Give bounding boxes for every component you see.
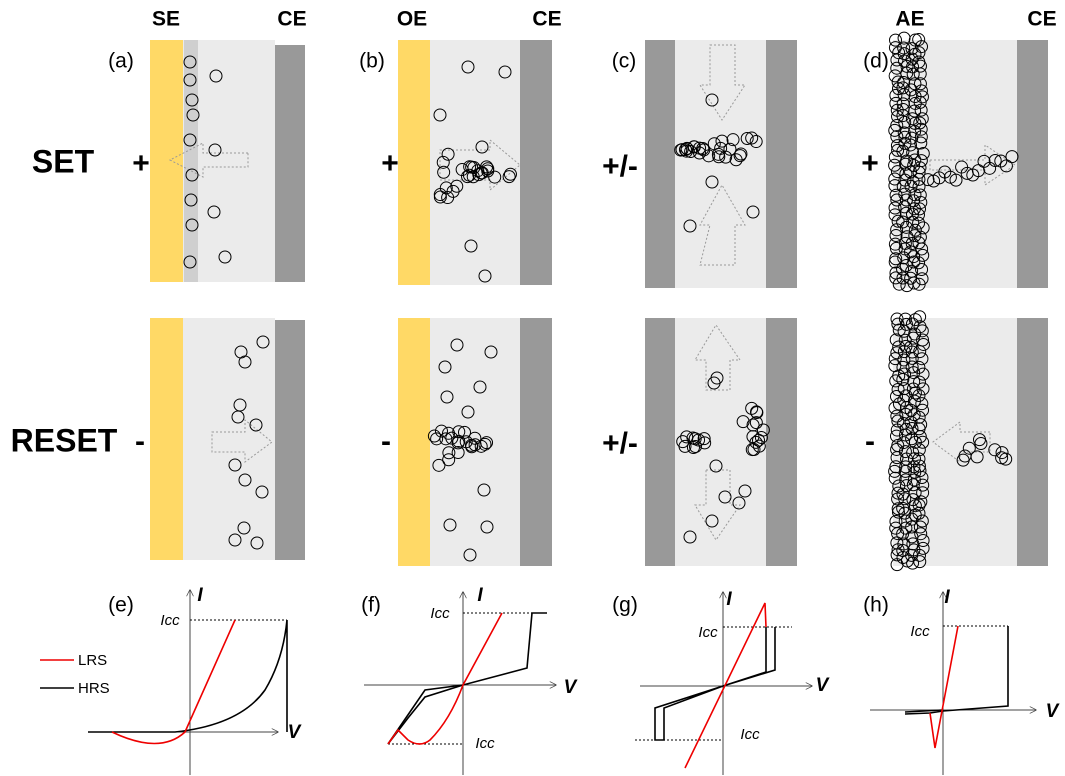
- panel-label: (e): [108, 594, 134, 617]
- row-label: RESET: [11, 422, 118, 458]
- polarity: +: [861, 147, 879, 180]
- polarity: +: [132, 147, 150, 180]
- axis-label: I: [477, 585, 483, 606]
- icc-label: Icc: [430, 605, 450, 622]
- icc-label: Icc: [475, 735, 495, 752]
- panel-label: (h): [863, 594, 889, 617]
- legend-label: LRS: [78, 652, 107, 669]
- axis-label: I: [197, 585, 203, 606]
- panel-label: (c): [612, 50, 637, 73]
- panel-label: (f): [361, 594, 381, 617]
- electrode-label: AE: [895, 8, 924, 31]
- icc-label: Icc: [910, 623, 930, 640]
- polarity: -: [865, 425, 875, 458]
- icc-label: Icc: [698, 624, 718, 641]
- icc-label: Icc: [160, 612, 180, 629]
- icc-label: Icc: [740, 726, 760, 743]
- polarity: +/-: [602, 150, 638, 183]
- panel-label: (d): [863, 50, 889, 73]
- axis-label: V: [816, 675, 830, 696]
- electrode-label: CE: [1027, 8, 1056, 31]
- ions: [184, 32, 1018, 571]
- polarity: +/-: [602, 427, 638, 460]
- electrode-label: CE: [277, 8, 306, 31]
- axis-label: I: [944, 587, 950, 608]
- iv-plot-e: (e) I V Icc LRS HRS: [40, 585, 302, 775]
- electrode-label: OE: [397, 8, 427, 31]
- polarity: +: [381, 147, 399, 180]
- axis-label: V: [1046, 701, 1060, 722]
- legend-label: HRS: [78, 680, 110, 697]
- axis-label: V: [288, 722, 302, 743]
- figure: SE CE OE CE AE CE (a) (b) (c) (d) SET RE…: [0, 0, 1065, 776]
- iv-plot-f: (f) I V Icc Icc: [361, 585, 578, 775]
- row-label: SET: [32, 143, 95, 179]
- iv-plot-h: (h) I V Icc: [863, 587, 1059, 775]
- electrode-label: CE: [532, 8, 561, 31]
- panel-label: (b): [359, 50, 385, 73]
- electrode-label: SE: [152, 8, 180, 31]
- panel-label: (g): [612, 594, 638, 617]
- polarity: -: [381, 425, 391, 458]
- axis-label: V: [564, 677, 578, 698]
- panel-label: (a): [108, 50, 134, 73]
- polarity: -: [135, 425, 145, 458]
- axis-label: I: [726, 589, 732, 610]
- iv-plot-g: (g) I V Icc Icc: [612, 589, 829, 775]
